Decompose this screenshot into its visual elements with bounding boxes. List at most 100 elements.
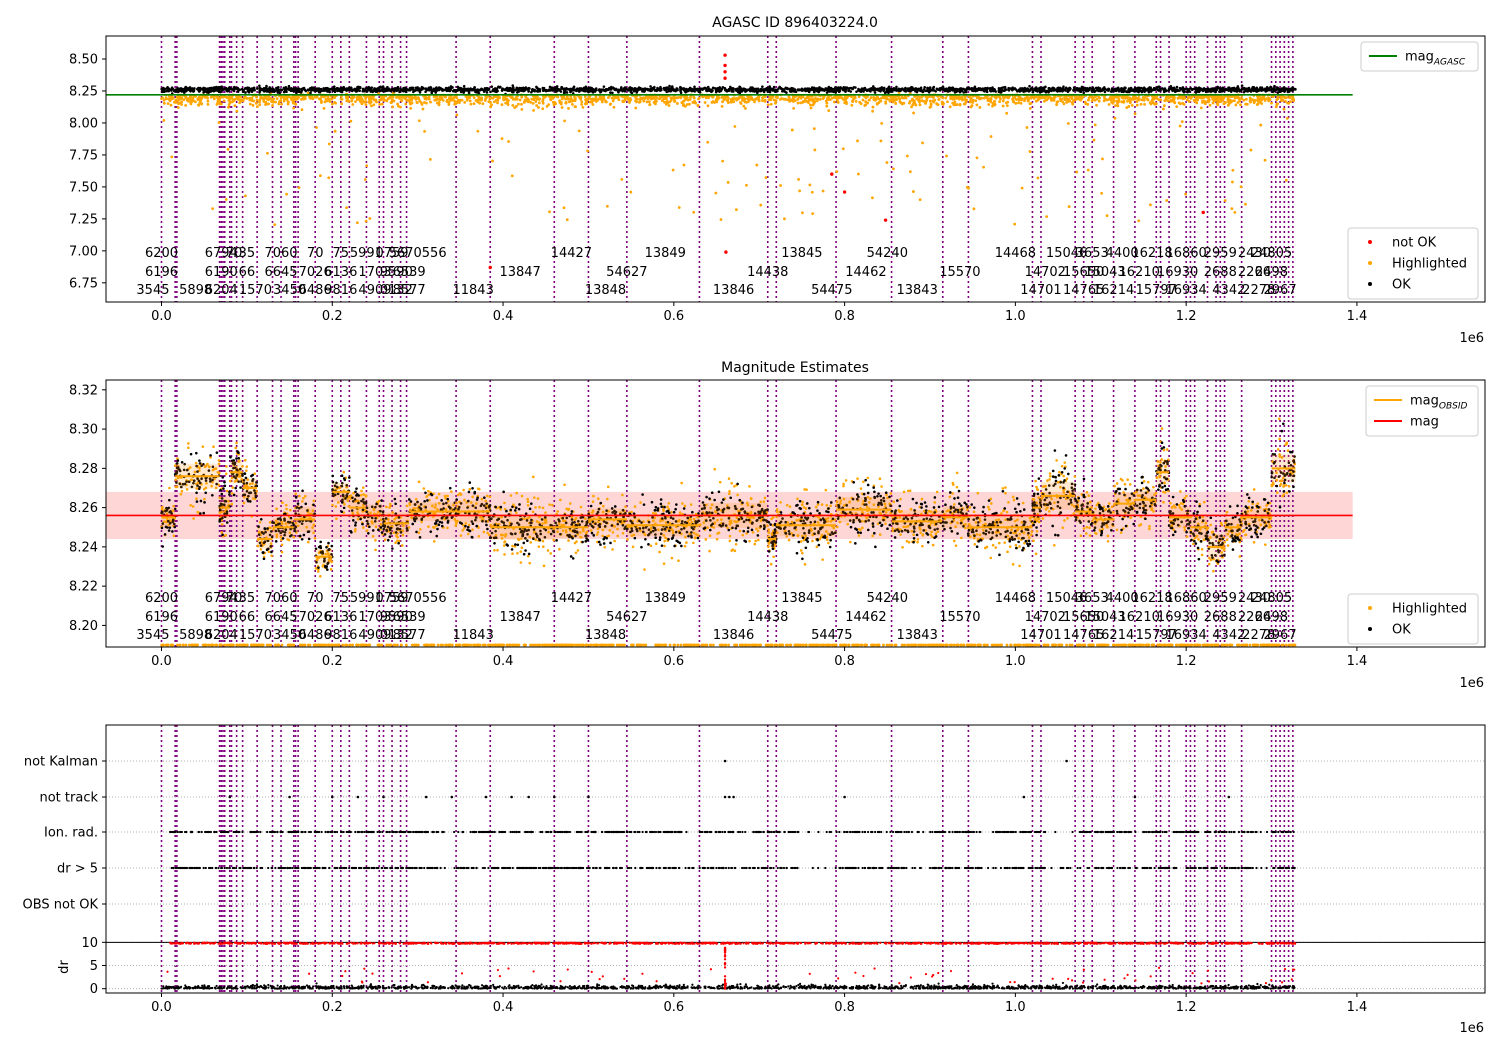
point-highlighted [898,100,902,104]
point-highlighted [200,102,203,106]
point-highlighted [176,106,180,109]
point-ok [1138,89,1142,93]
point-ok [653,89,657,92]
point-highlighted [623,98,627,102]
point-ok [1146,88,1149,92]
obsid-label: 6136 [324,265,357,280]
point-highlighted [363,178,367,181]
point-highlighted [534,100,538,103]
point-highlighted [722,98,726,101]
point-ok [1270,87,1274,90]
point-ok [827,85,831,89]
point-highlighted [161,96,165,100]
point-ok [1227,87,1231,91]
point-highlighted [1107,103,1111,106]
point-ok [814,87,818,90]
point-ok [379,85,382,89]
point-ok [1058,89,1062,93]
point-highlighted [564,101,568,105]
point-highlighted [460,98,464,102]
point-highlighted [1195,97,1199,101]
point-ok [882,86,886,90]
point-ok [427,86,431,90]
point-highlighted [300,108,304,112]
y-tick-label: 7.25 [69,212,98,227]
point-ok [973,85,977,89]
point-ok [762,90,766,94]
point-ok [910,88,914,92]
obsid-label: 3545 [136,283,169,298]
point-highlighted [389,101,393,104]
point-ok [874,88,877,91]
point-highlighted [259,96,263,100]
point-highlighted [1102,99,1106,103]
obsid-label: 14462 [845,265,886,280]
point-ok [287,87,290,91]
point-ok [449,85,453,88]
obsid-label: 6200 [145,246,178,261]
point-highlighted [396,102,400,106]
point-highlighted [667,104,671,107]
point-ok [651,86,654,90]
point-ok [511,84,515,87]
point-highlighted [953,100,957,104]
point-highlighted [171,96,175,100]
point-ok [435,87,439,91]
point-highlighted [1115,95,1118,99]
point-highlighted [255,95,258,99]
point-ok [993,88,996,92]
point-not-ok [723,63,727,68]
point-ok [686,89,690,93]
point-ok [1013,87,1017,90]
point-highlighted [877,101,881,104]
point-ok [796,88,800,91]
point-highlighted [350,99,354,103]
point-highlighted [1274,105,1278,109]
point-ok [251,87,255,90]
point-highlighted [929,102,933,106]
point-highlighted [476,129,480,133]
point-ok [1110,87,1114,90]
point-highlighted [634,106,638,110]
point-highlighted [677,206,681,209]
point-ok [582,86,586,90]
point-highlighted [255,98,259,102]
point-highlighted [463,101,467,104]
point-ok [309,91,312,95]
point-highlighted [385,99,389,103]
point-highlighted [520,102,523,106]
point-highlighted [600,100,604,104]
point-ok [808,87,811,90]
point-not-ok [883,218,888,222]
point-highlighted [1178,102,1182,106]
point-highlighted [500,103,504,107]
point-highlighted [673,100,676,103]
point-highlighted [1005,111,1009,115]
point-highlighted [1101,157,1104,161]
y-tick-label: 8.50 [69,53,98,68]
point-highlighted [628,99,632,103]
point-highlighted [407,99,411,103]
point-highlighted [354,100,357,104]
point-highlighted [1095,103,1098,107]
point-highlighted [657,97,661,101]
point-highlighted [682,163,686,167]
point-highlighted [902,101,906,105]
point-highlighted [274,100,278,104]
point-highlighted [742,104,746,108]
point-highlighted [741,98,744,102]
obsid-label: 14438 [747,265,788,280]
point-highlighted [912,101,916,105]
point-highlighted [1270,101,1273,105]
point-highlighted [1023,99,1026,103]
point-highlighted [801,211,804,215]
point-highlighted [193,100,197,104]
point-highlighted [710,101,714,104]
point-highlighted [764,176,768,179]
point-highlighted [1143,103,1146,106]
point-ok [658,89,662,92]
point-highlighted [424,101,428,105]
point-highlighted [364,103,368,107]
point-ok [527,88,530,92]
